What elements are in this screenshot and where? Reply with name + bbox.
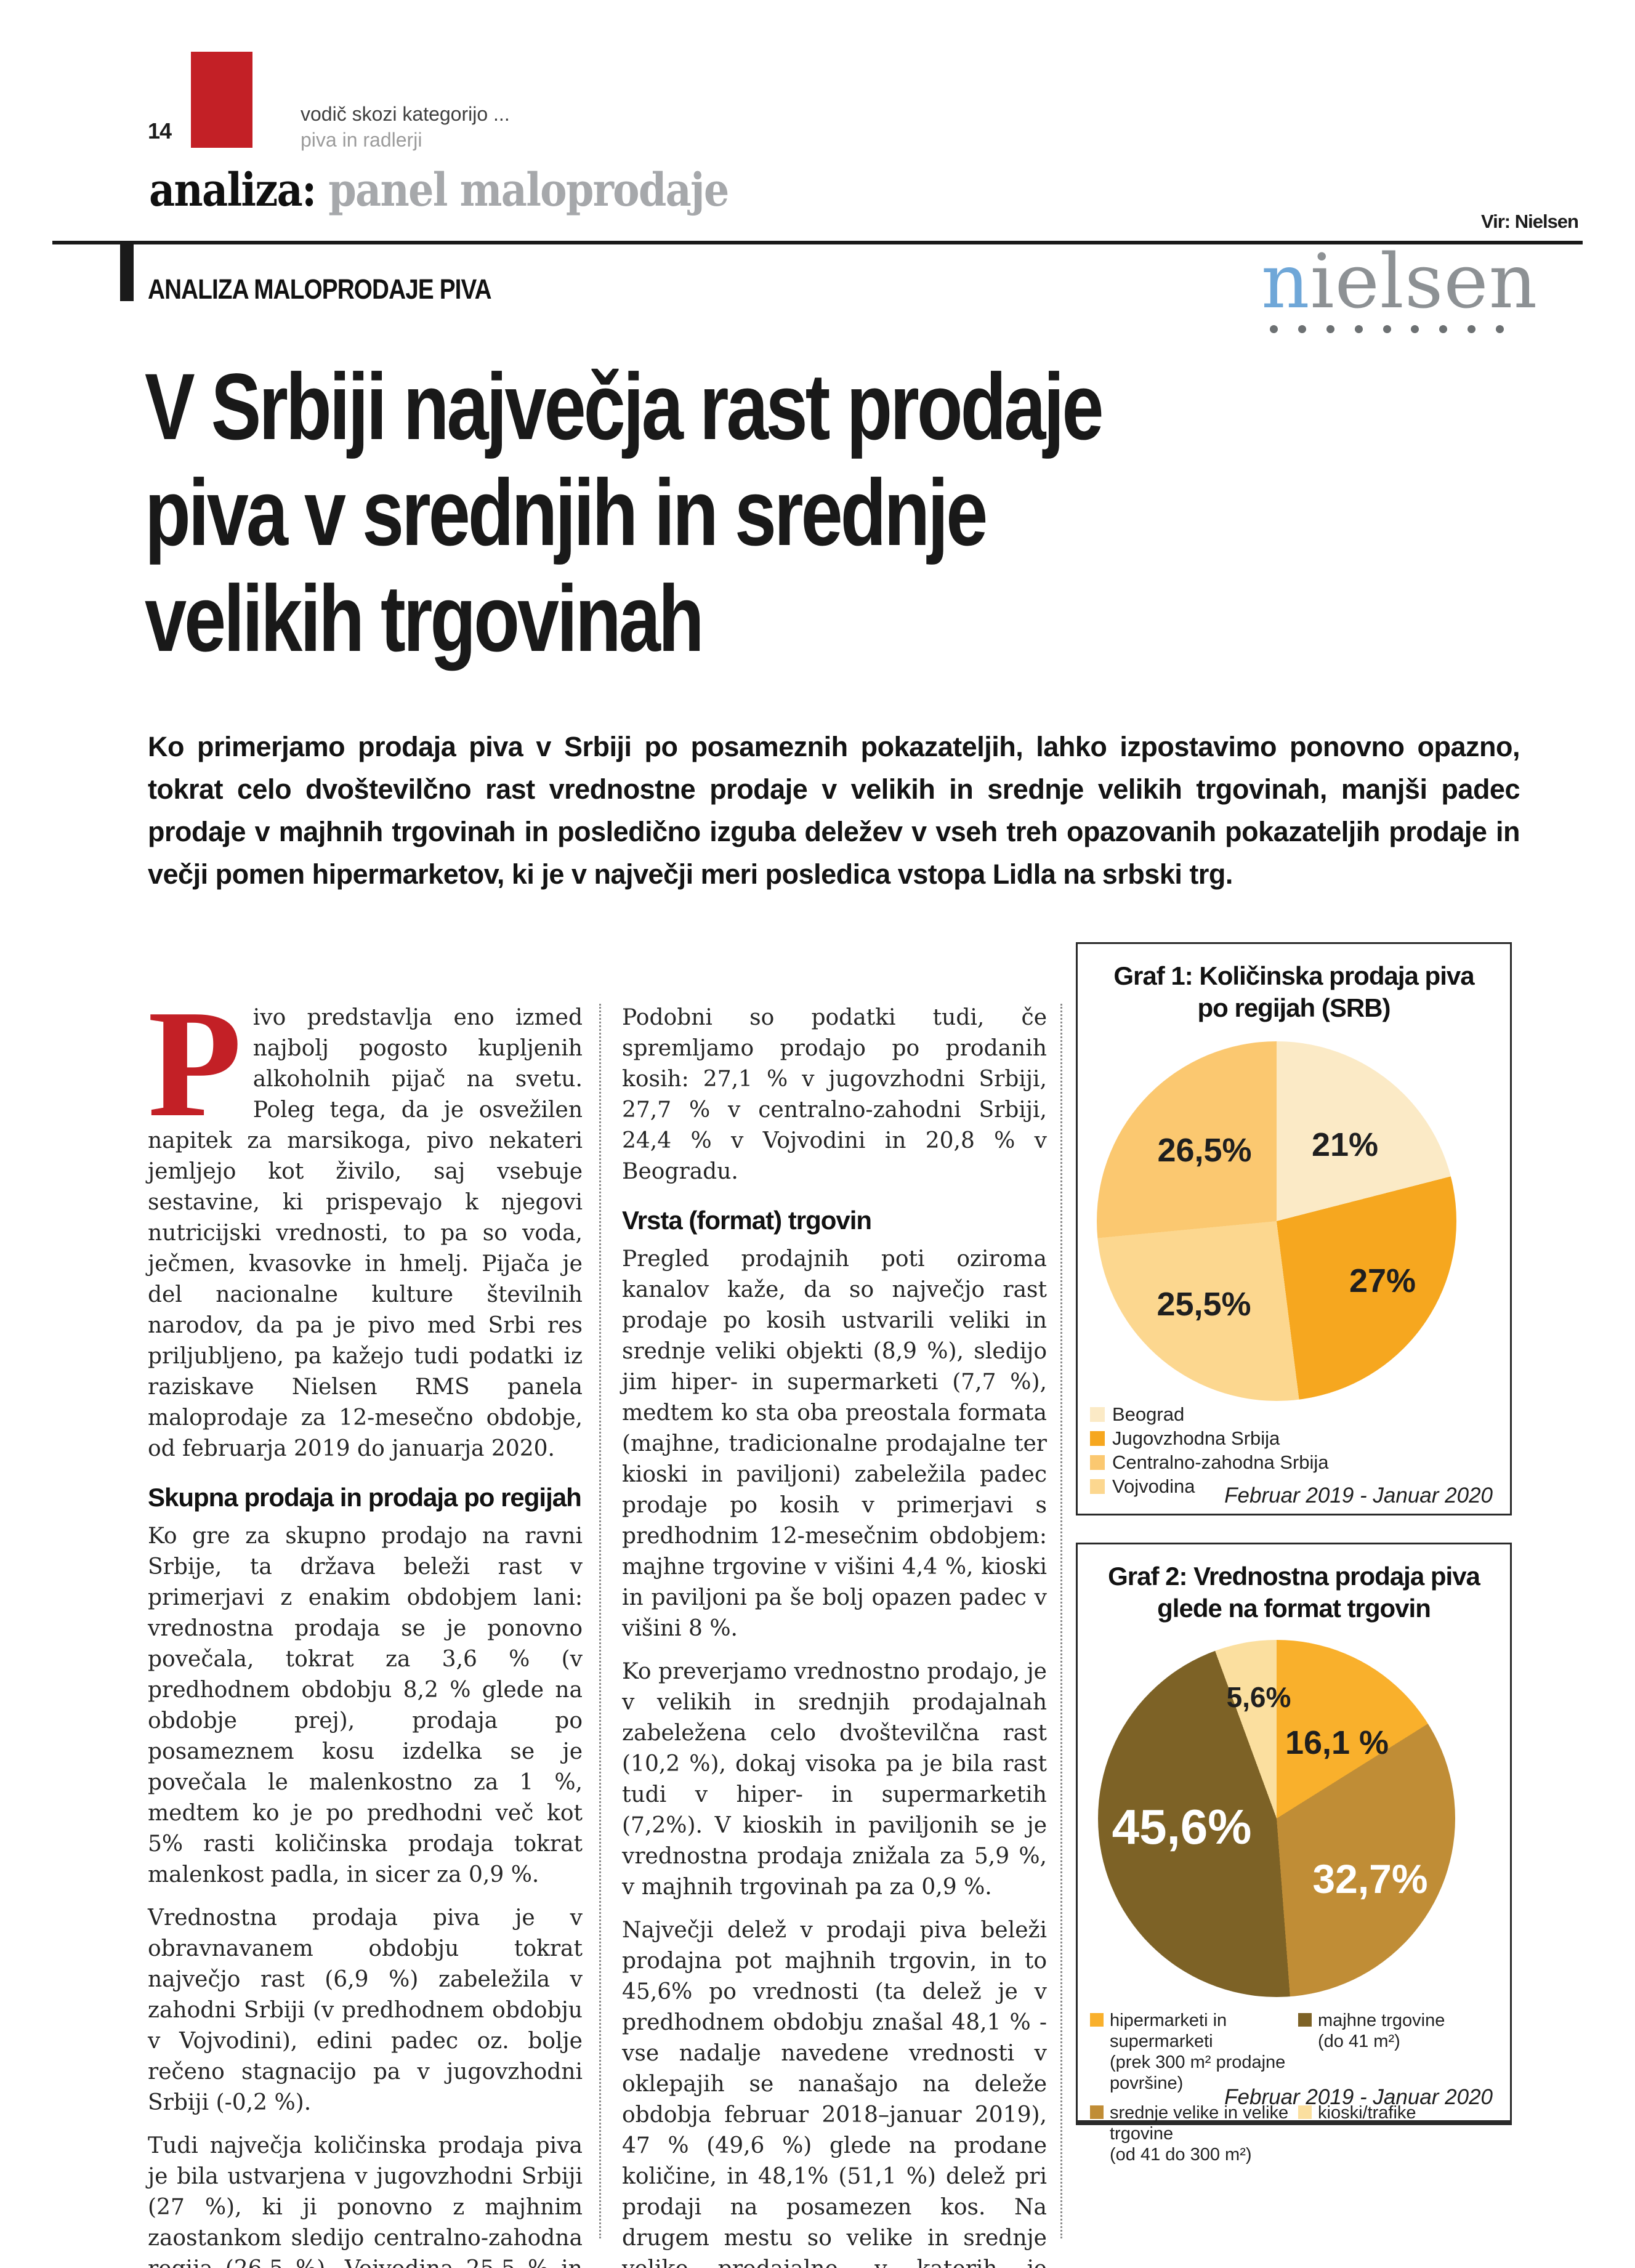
paragraph: Tudi največja količinska prodaja piva je… xyxy=(148,2133,583,2268)
chart-2-legend: hipermarketi in supermarketi (prek 300 m²… xyxy=(1090,2010,1496,2165)
kicker-line-1: vodič skozi kategorijo ... xyxy=(301,103,510,125)
legend-item-majhne: majhne trgovine (do 41 m²) xyxy=(1298,2010,1496,2094)
paragraph: Največji delež v prodaji piva beleži pro… xyxy=(622,1918,1047,2268)
legend-item-beograd: Beograd xyxy=(1090,1402,1329,1426)
chart-2-title: Graf 2: Vrednostna prodaja piva glede na… xyxy=(1108,1562,1480,1623)
chart-graf-1: Graf 1: Količinska prodaja piva po regij… xyxy=(1076,942,1512,1515)
eyebrow-bar xyxy=(120,244,134,301)
legend-item-centralno: Centralno-zahodna Srbija xyxy=(1090,1450,1329,1474)
headline-line-3: velikih trgovinah xyxy=(145,566,704,671)
drop-cap: P xyxy=(148,979,242,1149)
pie-chart-formats xyxy=(1098,1640,1455,1997)
headline-line-1: V Srbiji največja rast prodaje xyxy=(145,354,1104,459)
subheading-regions: Skupna prodaja in prodaja po regijah xyxy=(148,1483,582,1512)
slice-label-hipermarketi: 16,1 % xyxy=(1285,1724,1389,1761)
chart-1-period: Februar 2019 - Januar 2020 xyxy=(1224,1483,1493,1507)
slice-label-srednje: 32,7% xyxy=(1312,1856,1428,1902)
article-lead: Ko primerjamo prodaja piva v Srbiji po p… xyxy=(148,731,1520,890)
column-separator-2 xyxy=(1060,1004,1062,2238)
legend-swatch-icon xyxy=(1090,1431,1105,1446)
nielsen-logo-dots-icon xyxy=(1261,325,1509,333)
legend-item-vojvodina: Vojvodina xyxy=(1090,1474,1329,1498)
chart-graf-2: Graf 2: Vrednostna prodaja piva glede na… xyxy=(1076,1543,1512,2165)
slice-label-kioski: 5,6% xyxy=(1226,1681,1291,1713)
paragraph: Vrednostna prodaja piva je v obravnavane… xyxy=(148,1905,583,2115)
slice-label-beograd: 21% xyxy=(1311,1126,1379,1163)
paragraph: Podobni so podatki tudi, če spremljamo p… xyxy=(622,1005,1047,1184)
page-number: 14 xyxy=(148,118,172,143)
red-rectangle-logo xyxy=(191,52,252,148)
legend-item-hipermarketi: hipermarketi in supermarketi (prek 300 m²… xyxy=(1090,2010,1298,2094)
legend-item-kioski: kioski/trafike xyxy=(1298,2102,1496,2165)
slice-label-vojvodina: 25,5% xyxy=(1157,1286,1251,1323)
subheading-formats: Vrsta (format) trgovin xyxy=(622,1206,872,1235)
chart-1-title: Graf 1: Količinska prodaja piva po regij… xyxy=(1113,961,1474,1022)
article-headline: V Srbiji največja rast prodaje piva v sr… xyxy=(145,354,1341,672)
section-title-panel: panel maloprodaje xyxy=(315,164,729,217)
header-rule xyxy=(52,241,1583,244)
chart-2-period: Februar 2019 - Januar 2020 xyxy=(1224,2085,1493,2109)
slice-label-majhne: 45,6% xyxy=(1112,1799,1252,1854)
body-column-2: Podobni so podatki tudi, če spremljamo p… xyxy=(622,1003,1047,2268)
paragraph: Ko gre za skupno prodajo na ravni Srbije… xyxy=(148,1523,583,1887)
paragraph: Pregled prodajnih poti oziroma kanalov k… xyxy=(622,1246,1047,1641)
legend-swatch-icon xyxy=(1298,2013,1312,2027)
paragraph: Ko preverjamo vrednostno prodajo, je v v… xyxy=(622,1659,1047,1900)
kicker-line-2: piva in radlerji xyxy=(301,129,422,151)
chart-1-legend: Beograd Jugovzhodna Srbija Centralno-zah… xyxy=(1090,1402,1329,1498)
legend-swatch-icon xyxy=(1090,2105,1104,2119)
pie-chart-regions xyxy=(1097,1041,1456,1401)
section-title-analiza: analiza: xyxy=(149,164,317,217)
slice-label-jugovzhodna: 27% xyxy=(1349,1262,1416,1299)
article-eyebrow: ANALIZA MALOPRODAJE PIVA xyxy=(148,273,492,305)
section-title: analiza: panel maloprodaje xyxy=(149,164,807,217)
column-separator-1 xyxy=(599,1004,601,2238)
legend-swatch-icon xyxy=(1298,2105,1312,2119)
legend-swatch-icon xyxy=(1090,1455,1105,1470)
legend-item-srednje: srednje velike in velike trgovine (od 41 … xyxy=(1090,2102,1298,2165)
slice-label-centralno: 26,5% xyxy=(1157,1132,1252,1169)
legend-swatch-icon xyxy=(1090,1406,1105,1422)
nielsen-logo: nielsen xyxy=(1261,238,1538,333)
source-credit: Vir: Nielsen xyxy=(1480,211,1579,232)
legend-item-jugovzhodna: Jugovzhodna Srbija xyxy=(1090,1426,1329,1450)
legend-swatch-icon xyxy=(1090,2013,1104,2027)
legend-swatch-icon xyxy=(1090,1479,1105,1494)
headline-line-2: piva v srednjih in srednje xyxy=(145,460,988,565)
nielsen-logo-text: nielsen xyxy=(1261,238,1538,325)
category-kicker: vodič skozi kategorijo ... piva in radle… xyxy=(301,101,510,153)
